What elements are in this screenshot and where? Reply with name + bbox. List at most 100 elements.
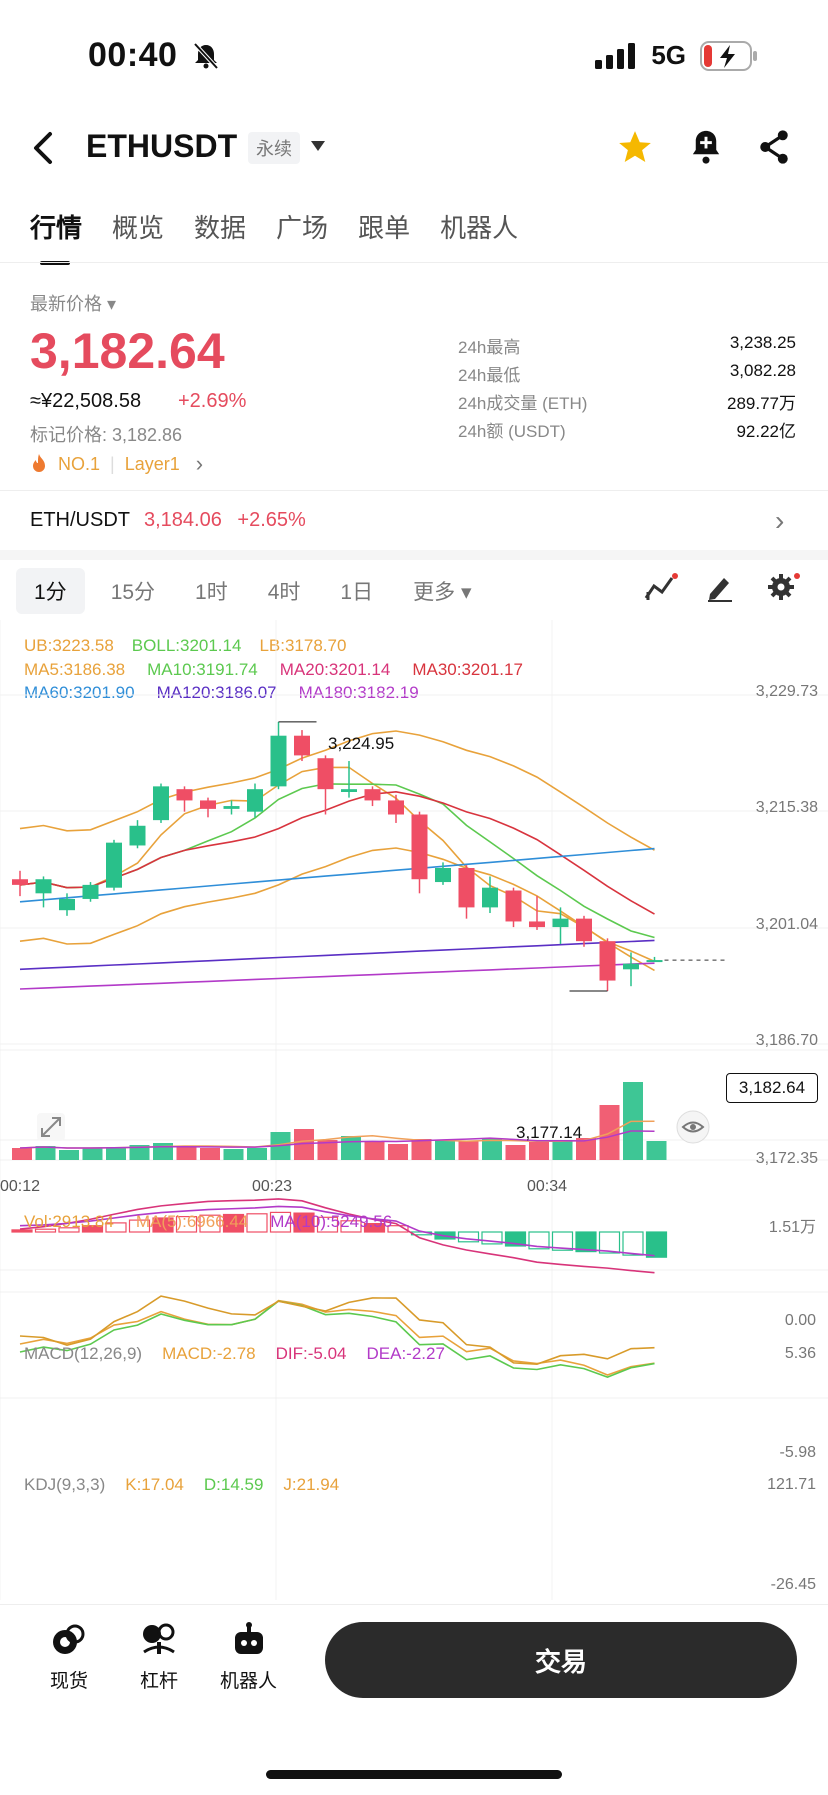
kline-chart[interactable] — [0, 620, 828, 1600]
volume-bar — [12, 1148, 32, 1160]
candle-body — [59, 898, 75, 911]
macd-bar — [81, 1225, 104, 1233]
chevron-right-icon[interactable]: › — [775, 505, 785, 536]
mark-price: 标记价格: 3,182.86 — [30, 425, 183, 445]
tf-1m[interactable]: 1分 — [16, 568, 85, 614]
volume-bar — [129, 1145, 150, 1160]
candle-body — [317, 758, 334, 790]
signal-icon — [595, 42, 636, 69]
tf-1d[interactable]: 1日 — [340, 581, 374, 604]
volume-axis-label: 0.00 — [784, 1312, 816, 1329]
candle-body — [294, 735, 310, 756]
back-arrow-icon[interactable] — [28, 128, 60, 168]
volume-bar — [200, 1148, 220, 1160]
expand-icon[interactable] — [36, 1112, 66, 1142]
rank-tag: NO.1 — [58, 453, 101, 474]
tf-1h[interactable]: 1时 — [195, 581, 228, 604]
nav-bot[interactable]: 机器人 — [220, 1622, 277, 1693]
candle-body — [552, 918, 569, 928]
tf-4h[interactable]: 4时 — [267, 581, 301, 604]
tab-copy-trading[interactable]: 跟单 — [358, 213, 411, 243]
candle-body — [482, 887, 498, 908]
legend-ma20: MA20:3201.14 — [279, 660, 391, 679]
dea-line — [19, 1205, 655, 1257]
candle-body — [623, 963, 639, 970]
candle-body — [129, 825, 146, 846]
status-time: 00:40 — [88, 36, 178, 74]
chart-settings-gear-icon[interactable] — [766, 572, 800, 602]
network-label: 5G — [651, 40, 686, 70]
status-indicators: 5G — [595, 40, 758, 71]
tabs-divider — [0, 262, 828, 263]
legend-vol-ma10: MA(10):5249.56 — [270, 1212, 393, 1231]
spot-coins-icon — [53, 1624, 85, 1654]
candle-body — [106, 842, 122, 888]
tab-data[interactable]: 数据 — [194, 213, 247, 243]
macd-bar — [340, 1220, 362, 1233]
macd-bar — [457, 1231, 480, 1243]
indicator-icon[interactable] — [644, 572, 678, 602]
price-axis-label: 3,215.38 — [755, 799, 818, 816]
tf-more[interactable]: 更多 ▾ — [413, 581, 472, 604]
macd-bar — [199, 1214, 221, 1233]
draw-pencil-icon[interactable] — [706, 572, 734, 602]
volume-bar — [482, 1138, 502, 1160]
d-line — [19, 1300, 655, 1379]
chevron-right-icon: › — [195, 451, 204, 476]
time-label: 00:23 — [252, 1178, 293, 1195]
nav-spot-label: 现货 — [50, 1671, 89, 1692]
candle-body — [364, 789, 381, 801]
candle-body — [153, 786, 169, 821]
tab-market[interactable]: 行情 — [30, 208, 82, 265]
dropdown-caret-icon[interactable] — [310, 140, 326, 152]
legend-macd: MACD:-2.78 — [162, 1344, 256, 1363]
ma5-line — [19, 766, 655, 963]
low-marker-label: 3,177.14 — [516, 1123, 583, 1142]
kdj-axis-label: 121.71 — [767, 1476, 816, 1493]
legend-ma10: MA10:3191.74 — [147, 660, 258, 679]
volume-bar — [576, 1138, 596, 1160]
ma180-line — [19, 962, 655, 990]
j-line — [19, 1295, 655, 1365]
nav-margin[interactable]: 杠杆 — [140, 1622, 178, 1693]
volume-bar — [505, 1145, 526, 1160]
stat-row: 24h额 (USDT) 92.22亿 — [458, 422, 796, 441]
favorite-star-icon[interactable] — [616, 128, 654, 166]
ub-line — [19, 730, 655, 851]
tag-row[interactable]: NO.1 | Layer1 › — [30, 451, 203, 477]
tab-bot[interactable]: 机器人 — [440, 213, 519, 243]
latest-price-label[interactable]: 最新价格 ▾ — [30, 294, 117, 314]
legend-lb: LB:3178.70 — [259, 636, 347, 655]
tab-overview[interactable]: 概览 — [112, 213, 165, 243]
robot-icon — [234, 1622, 263, 1654]
legend-ma120: MA120:3186.07 — [156, 683, 277, 702]
tab-square[interactable]: 广场 — [276, 213, 329, 243]
trade-button[interactable]: 交易 — [325, 1622, 797, 1698]
section-divider — [0, 490, 828, 491]
candle-body — [35, 879, 52, 894]
volume-axis-label: 1.51万 — [768, 1219, 816, 1236]
nav-spot[interactable]: 现货 — [50, 1622, 88, 1693]
candle-body — [270, 735, 287, 787]
macd-bar — [645, 1231, 668, 1258]
candle-body — [435, 867, 451, 883]
macd-bar — [575, 1231, 597, 1253]
candle-body — [341, 789, 357, 792]
legend-macd-params: MACD(12,26,9) — [24, 1344, 143, 1363]
share-icon[interactable] — [756, 128, 792, 166]
alert-bell-icon[interactable] — [688, 128, 724, 166]
legend-kdj-params: KDJ(9,3,3) — [24, 1475, 106, 1494]
volume-bar — [82, 1148, 103, 1160]
nav-bot-label: 机器人 — [220, 1671, 278, 1692]
spot-pair-row[interactable]: ETH/USDT 3,184.06 +2.65% — [30, 509, 306, 532]
macd-bar — [622, 1231, 644, 1256]
ma60-line — [19, 847, 655, 903]
eye-icon[interactable] — [676, 1110, 710, 1144]
section-divider — [0, 550, 828, 560]
volume-bar — [435, 1140, 455, 1160]
tf-15m[interactable]: 15分 — [110, 581, 156, 604]
symbol-title[interactable]: ETHUSDT — [86, 128, 238, 164]
macd-axis-label: 5.36 — [784, 1345, 816, 1362]
volume-bar — [176, 1147, 197, 1160]
candle-body — [599, 941, 616, 981]
